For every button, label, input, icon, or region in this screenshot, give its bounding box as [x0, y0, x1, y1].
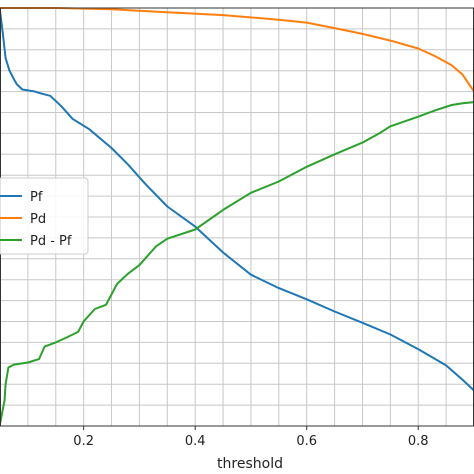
series-line-pf — [0, 9, 474, 392]
series-line-pd — [0, 7, 474, 93]
x-tick-label: 0.2 — [73, 434, 94, 449]
x-tick-label: 0.8 — [408, 434, 429, 449]
x-axis-title: threshold — [217, 456, 283, 472]
x-axis-ticks: 0.2 0.4 0.6 0.8 — [73, 426, 429, 449]
legend-label-pf: Pf — [30, 190, 43, 205]
legend: Pf Pd Pd - Pf — [0, 177, 89, 255]
x-tick-label: 0.4 — [185, 434, 206, 449]
series-layer — [0, 7, 474, 425]
legend-label-pd: Pd — [30, 212, 46, 227]
series-line-pd-pf — [0, 101, 474, 425]
legend-label-pd-minus-pf: Pd - Pf — [30, 234, 72, 249]
legend-box — [0, 177, 89, 255]
grid — [0, 8, 474, 426]
x-tick-label: 0.6 — [296, 434, 317, 449]
